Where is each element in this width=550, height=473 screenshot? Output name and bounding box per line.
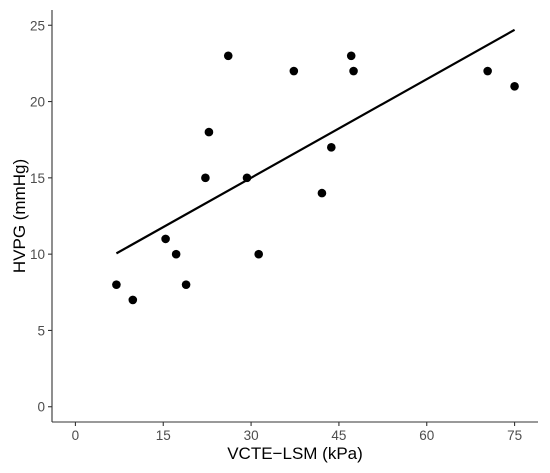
data-point — [510, 81, 519, 91]
x-tick-label: 15 — [156, 428, 171, 443]
y-tick-label: 25 — [30, 18, 45, 33]
trendline-layer — [115, 28, 516, 255]
data-point — [346, 51, 356, 61]
y-tick-label: 10 — [30, 247, 45, 262]
data-point — [254, 249, 263, 259]
y-tick-label: 0 — [37, 400, 45, 415]
data-point — [483, 66, 492, 76]
points-layer — [112, 51, 519, 305]
data-point — [181, 280, 191, 289]
ticks-layer: 0 15 30 45 60 75 0 5 10 15 20 25 — [30, 18, 522, 443]
data-point — [171, 249, 181, 259]
axes-layer — [51, 10, 538, 423]
y-tick-label: 20 — [30, 95, 45, 110]
data-point — [289, 66, 299, 76]
data-point — [223, 51, 233, 61]
x-tick-label: 60 — [419, 428, 434, 443]
x-tick-label: 0 — [72, 428, 80, 443]
x-tick-label: 45 — [331, 428, 346, 443]
data-point — [317, 188, 327, 198]
data-point — [112, 280, 121, 289]
y-tick-label: 5 — [37, 323, 45, 338]
data-point — [242, 173, 252, 183]
y-axis-title: HVPG (mmHg) — [10, 159, 29, 273]
data-point — [201, 173, 210, 183]
data-point — [204, 127, 214, 137]
data-point — [327, 143, 336, 152]
y-tick-label: 15 — [30, 171, 45, 186]
data-point — [349, 66, 358, 76]
x-tick-label: 30 — [244, 428, 259, 443]
x-axis-title: VCTE−LSM (kPa) — [227, 444, 363, 463]
data-point — [161, 234, 170, 244]
x-tick-label: 75 — [507, 428, 522, 443]
regression-line — [115, 28, 516, 255]
data-point — [128, 295, 138, 305]
